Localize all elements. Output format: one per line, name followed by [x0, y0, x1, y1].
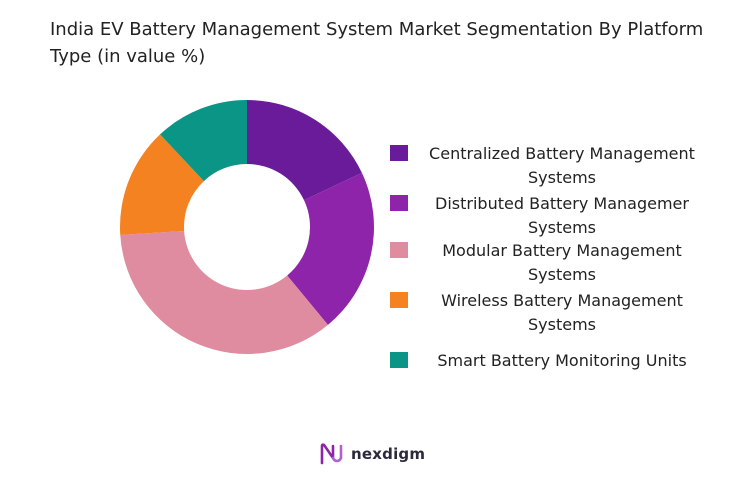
legend-swatch [390, 145, 408, 161]
legend-item-distributed[interactable]: Distributed Battery Managemer Systems [390, 192, 720, 240]
legend-item-wireless[interactable]: Wireless Battery Management Systems [390, 289, 720, 337]
donut-slices [120, 100, 374, 354]
legend-label: Modular Battery Management Systems [442, 241, 682, 284]
legend-label: Centralized Battery Management Systems [429, 144, 695, 187]
legend-swatch [390, 352, 408, 368]
nexdigm-logo-icon [320, 443, 343, 465]
legend-label: Wireless Battery Management Systems [441, 291, 683, 334]
donut-slice-smart[interactable] [160, 100, 247, 182]
donut-slice-wireless[interactable] [120, 134, 204, 235]
legend-swatch [390, 242, 408, 258]
legend-item-smart[interactable]: Smart Battery Monitoring Units [390, 349, 720, 373]
legend-swatch [390, 195, 408, 211]
legend-item-centralized[interactable]: Centralized Battery Management Systems [390, 142, 720, 190]
chart-title: India EV Battery Management System Marke… [50, 19, 704, 67]
donut-slice-centralized[interactable] [247, 100, 362, 201]
donut-slice-modular[interactable] [120, 230, 328, 354]
brand: nexdigm [319, 442, 425, 466]
brand-name: nexdigm [351, 445, 426, 463]
legend-item-modular[interactable]: Modular Battery Management Systems [390, 239, 720, 287]
legend-swatch [390, 292, 408, 308]
legend-label: Smart Battery Monitoring Units [437, 351, 687, 370]
legend-label: Distributed Battery Managemer Systems [435, 194, 689, 237]
donut-slice-distributed[interactable] [287, 172, 374, 325]
